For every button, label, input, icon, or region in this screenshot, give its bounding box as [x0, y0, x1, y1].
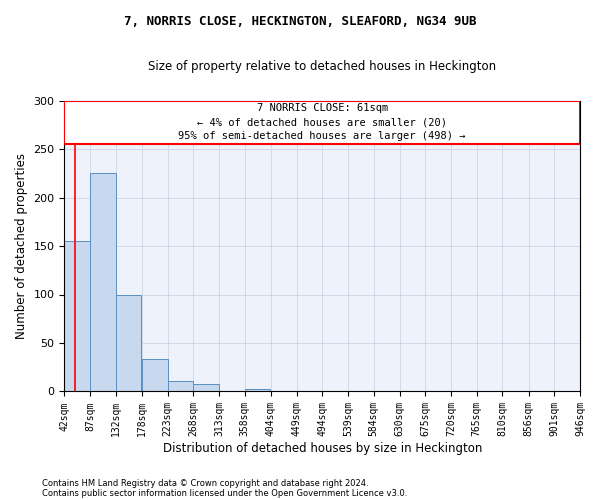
- Y-axis label: Number of detached properties: Number of detached properties: [15, 153, 28, 339]
- Bar: [167, 381, 193, 392]
- Bar: [64, 241, 90, 392]
- Bar: [116, 296, 142, 392]
- FancyBboxPatch shape: [64, 100, 580, 144]
- X-axis label: Distribution of detached houses by size in Heckington: Distribution of detached houses by size …: [163, 442, 482, 455]
- Text: Contains HM Land Registry data © Crown copyright and database right 2024.: Contains HM Land Registry data © Crown c…: [42, 478, 368, 488]
- Bar: [193, 384, 219, 392]
- Text: 7, NORRIS CLOSE, HECKINGTON, SLEAFORD, NG34 9UB: 7, NORRIS CLOSE, HECKINGTON, SLEAFORD, N…: [124, 15, 476, 28]
- Bar: [245, 388, 270, 392]
- Bar: [90, 174, 116, 392]
- Title: Size of property relative to detached houses in Heckington: Size of property relative to detached ho…: [148, 60, 496, 73]
- Text: 7 NORRIS CLOSE: 61sqm
← 4% of detached houses are smaller (20)
95% of semi-detac: 7 NORRIS CLOSE: 61sqm ← 4% of detached h…: [178, 104, 466, 142]
- Bar: [142, 360, 167, 392]
- Text: Contains public sector information licensed under the Open Government Licence v3: Contains public sector information licen…: [42, 488, 407, 498]
